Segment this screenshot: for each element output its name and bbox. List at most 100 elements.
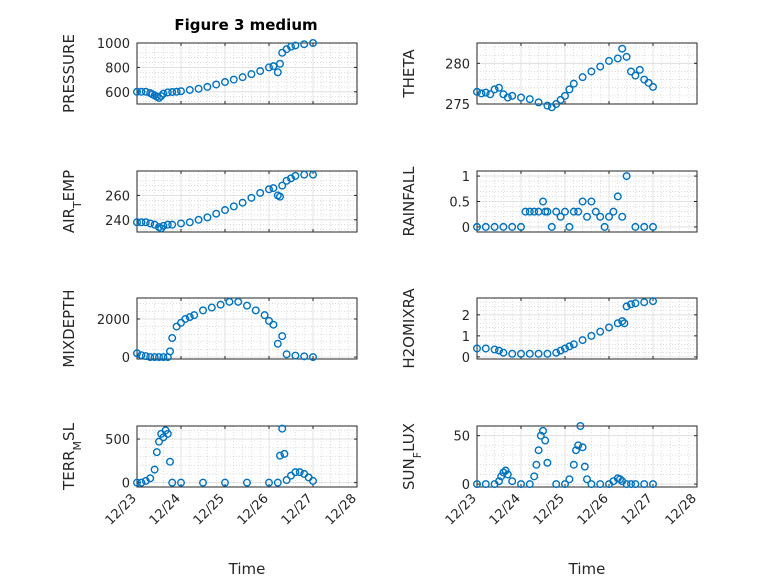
y-axis-label: MIXDEPTH	[60, 289, 78, 367]
y-axis-label-part: SL	[60, 422, 78, 441]
data-point-sun_flux	[616, 475, 625, 484]
data-point-sun_flux	[627, 480, 636, 489]
data-point-rainfall	[508, 222, 517, 231]
data-point-pressure	[276, 59, 285, 68]
data-point-rainfall	[569, 207, 578, 216]
subplot-terr_msl: 0 500 12/23 12/24 12/25 12/26 12/27 12/28 TERRMS…	[60, 422, 360, 578]
x-axis-label: Time	[228, 560, 266, 578]
data-point-air_temp	[132, 218, 141, 227]
data-point-h2omixra	[543, 349, 552, 358]
data-point-h2omixra	[525, 349, 534, 358]
data-point-sun_flux	[499, 468, 508, 477]
data-point-theta	[556, 95, 565, 104]
data-point-h2omixra	[556, 346, 565, 355]
data-point-rainfall	[605, 212, 614, 221]
data-point-sun_flux	[583, 475, 592, 484]
data-point-h2omixra	[473, 344, 482, 353]
y-axis-label-part: PRESSURE	[60, 34, 78, 113]
data-point-h2omixra	[640, 298, 649, 307]
data-point-pressure	[159, 89, 168, 98]
data-point-air_temp	[309, 170, 318, 179]
axes-box	[136, 170, 358, 233]
data-point-sun_flux	[640, 480, 649, 489]
data-point-rainfall	[543, 207, 552, 216]
data-point-mixdepth	[137, 351, 146, 360]
data-point-rainfall	[613, 192, 622, 201]
x-tick-label: 12/23	[103, 491, 140, 528]
data-point-sun_flux	[543, 458, 552, 467]
data-point-terr_msl	[282, 476, 291, 485]
y-axis-label-part: MIXDEPTH	[60, 289, 78, 367]
data-point-rainfall	[556, 212, 565, 221]
data-point-air_temp	[203, 213, 212, 222]
data-point-terr_msl	[295, 468, 304, 477]
y-axis-label: RAINFALL	[400, 166, 418, 237]
data-point-mixdepth	[190, 311, 199, 320]
y-axis-label: SUNFLUX	[400, 423, 424, 490]
data-point-theta	[613, 54, 622, 63]
data-point-pressure	[265, 63, 274, 72]
y-tick-label: 1	[462, 170, 470, 185]
y-tick-label: 0	[122, 351, 130, 366]
data-point-sun_flux	[530, 472, 539, 481]
data-point-h2omixra	[631, 299, 640, 308]
data-point-terr_msl	[304, 473, 313, 482]
data-point-rainfall	[631, 222, 640, 231]
data-point-rainfall	[517, 222, 526, 231]
data-point-rainfall	[591, 207, 600, 216]
y-axis-label: THETA	[400, 49, 418, 99]
data-point-sun_flux	[532, 460, 541, 469]
y-axis-label-part: M	[71, 441, 84, 451]
data-point-mixdepth	[242, 301, 251, 310]
data-point-terr_msl	[198, 478, 207, 487]
data-point-h2omixra	[627, 300, 636, 309]
data-point-pressure	[194, 84, 203, 93]
data-point-rainfall	[481, 222, 490, 231]
x-tick-label: 12/25	[531, 491, 568, 528]
data-point-mixdepth	[132, 349, 141, 358]
data-point-sun_flux	[517, 480, 526, 489]
data-point-terr_msl	[146, 474, 155, 483]
data-point-air_temp	[269, 184, 278, 193]
data-point-theta	[481, 88, 490, 97]
data-point-rainfall	[600, 222, 609, 231]
data-point-sun_flux	[503, 470, 512, 479]
data-point-theta	[631, 71, 640, 80]
data-point-air_temp	[150, 220, 159, 229]
data-point-air_temp	[163, 220, 172, 229]
data-point-theta	[569, 79, 578, 88]
data-point-terr_msl	[265, 478, 274, 487]
axes-box	[136, 297, 358, 360]
data-point-h2omixra	[490, 345, 499, 354]
y-tick-label: 1000	[97, 37, 130, 52]
data-point-h2omixra	[620, 319, 629, 328]
subplot-sun_flux: 0 50 12/23 12/24 12/25 12/26 12/27 12/28 SUNFLUX…	[400, 422, 700, 578]
data-point-h2omixra	[569, 340, 578, 349]
data-point-sun_flux	[534, 446, 543, 455]
axes-box	[476, 425, 698, 488]
y-tick-label: 275	[445, 98, 470, 113]
subplot-air_temp: 240 260 AIRTEMP	[60, 170, 358, 233]
data-point-h2omixra	[605, 323, 614, 332]
data-point-mixdepth	[198, 306, 207, 315]
data-point-theta	[517, 93, 526, 102]
data-point-pressure	[300, 40, 309, 49]
data-point-pressure	[157, 92, 166, 101]
data-point-sun_flux	[587, 480, 596, 489]
data-point-pressure	[256, 67, 265, 76]
data-point-h2omixra	[481, 344, 490, 353]
data-point-theta	[596, 62, 605, 71]
data-point-mixdepth	[273, 339, 282, 348]
data-point-pressure	[287, 42, 296, 51]
data-point-h2omixra	[508, 349, 517, 358]
data-point-air_temp	[256, 188, 265, 197]
data-point-air_temp	[278, 181, 287, 190]
data-point-pressure	[168, 88, 177, 97]
data-point-rainfall	[499, 222, 508, 231]
data-point-rainfall	[583, 212, 592, 221]
data-point-air_temp	[185, 218, 194, 227]
y-axis-label-part: THETA	[400, 49, 418, 99]
data-point-h2omixra	[552, 348, 561, 357]
data-point-terr_msl	[154, 437, 163, 446]
